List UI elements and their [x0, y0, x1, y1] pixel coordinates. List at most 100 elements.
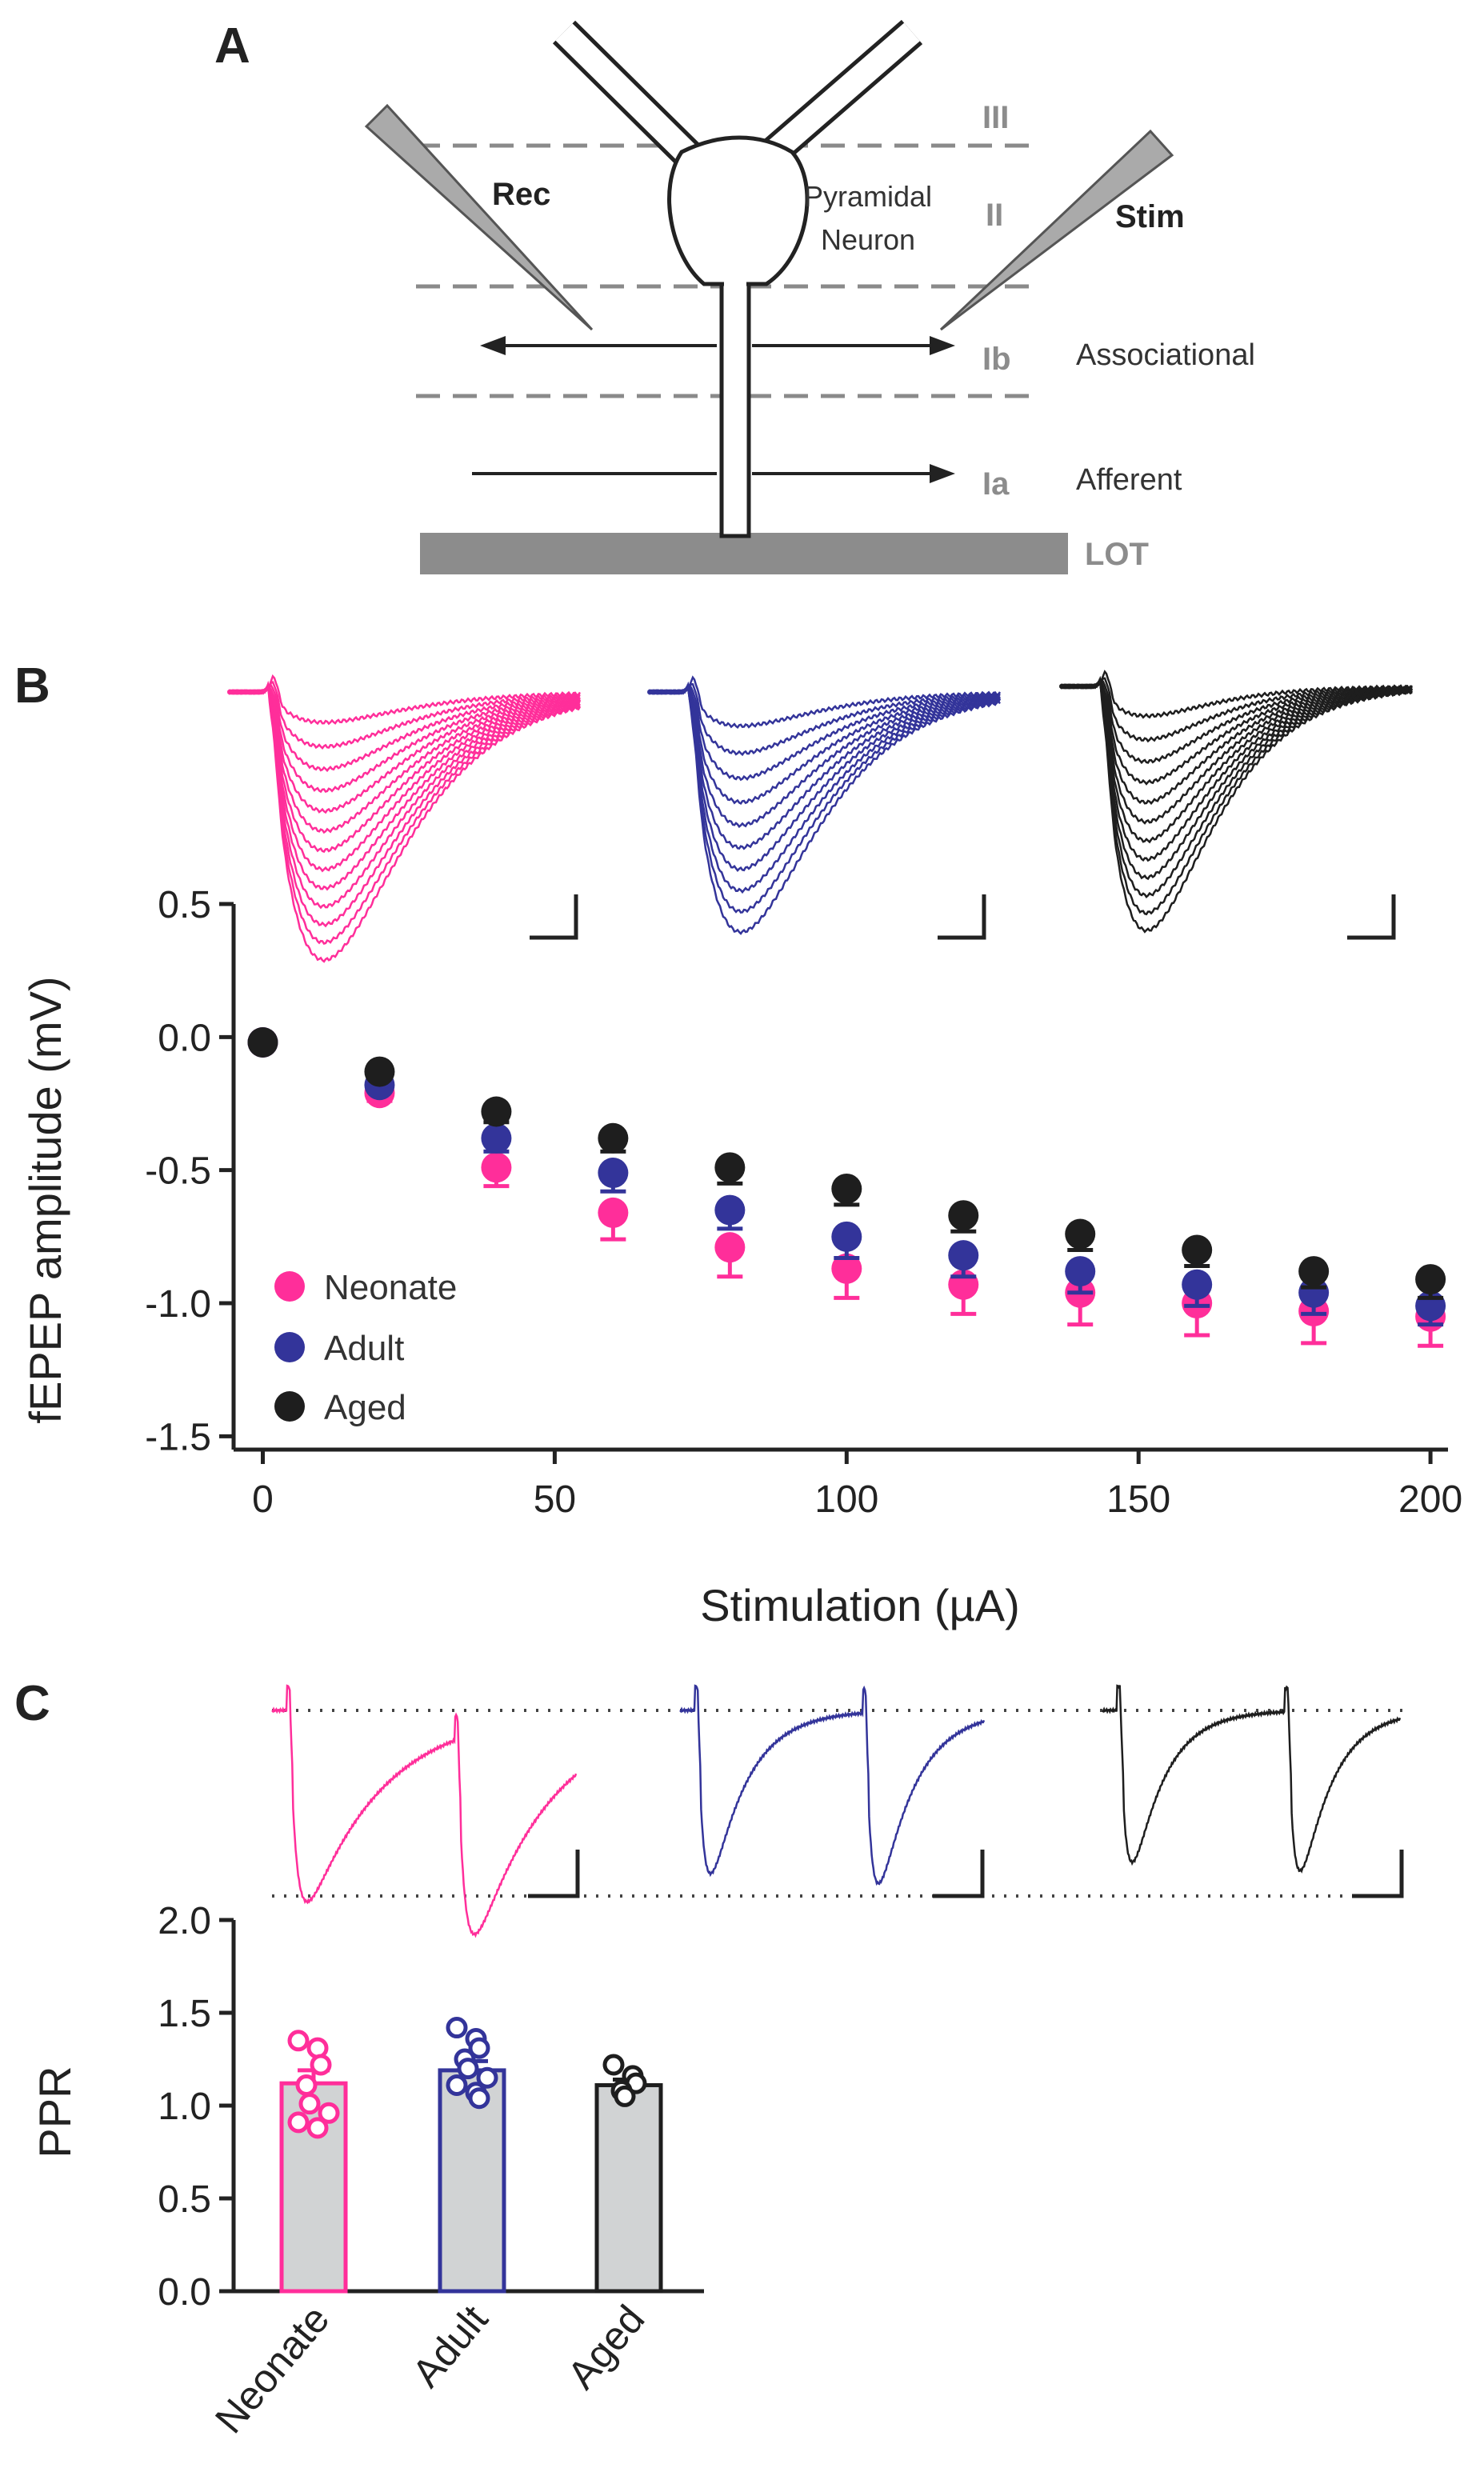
bar-y-tick-label: 0.0: [158, 2271, 211, 2314]
aged-data-point: [598, 1122, 629, 1154]
associational-label: Associational: [1076, 338, 1255, 372]
adult-fepsp-trace: [647, 684, 1001, 935]
adult-data-point: [948, 1240, 979, 1271]
layer-label-ib: Ib: [982, 342, 1011, 377]
aged-data-point: [1065, 1218, 1096, 1250]
afferent-arrows: [472, 464, 955, 483]
neonate-individual-point: [318, 2102, 340, 2124]
neonate-fepsp-trace: [226, 680, 581, 750]
adult-paired-pulse-trace: [679, 1684, 986, 1886]
adult-fepsp-trace: [648, 681, 1002, 873]
adult-data-point: [714, 1194, 746, 1226]
associational-arrows: [480, 336, 955, 355]
neonate-individual-point: [298, 2093, 321, 2115]
afferent-label: Afferent: [1076, 463, 1182, 497]
neonate-individual-point: [306, 2117, 329, 2139]
neonate-individual-point: [287, 2030, 310, 2052]
aged-data-point: [714, 1152, 746, 1183]
bar-y-tick-label: 1.0: [158, 2086, 211, 2128]
aged-data-point: [481, 1096, 512, 1127]
adult-data-point: [598, 1158, 629, 1189]
neuron-axon: [719, 276, 751, 538]
aged-data-point: [831, 1173, 862, 1204]
bar-y-tick-label: 0.5: [158, 2178, 211, 2221]
aged-individual-point: [614, 2085, 636, 2107]
lot-label: LOT: [1085, 537, 1149, 572]
adult-data-point: [1182, 1269, 1213, 1300]
neonate-data-point: [481, 1152, 512, 1183]
panel-a-label: A: [214, 18, 250, 74]
legend-neonate-marker: [274, 1271, 305, 1302]
scatter-y-tick-label: 0.5: [158, 884, 211, 926]
adult-individual-point: [468, 2087, 490, 2110]
scatter-x-tick-label: 100: [814, 1478, 878, 1521]
scatter-legend: Neonate Adult Aged: [274, 1268, 457, 1427]
legend-aged-marker: [274, 1391, 305, 1422]
scatter-y-label: fEPEP amplitude (mV): [20, 976, 70, 1423]
neuron-label-line1: Pyramidal: [804, 180, 932, 213]
neonate-fepsp-trace: [228, 681, 582, 854]
panel-b-label: B: [14, 658, 50, 714]
panel-c: C 2.0 1.5 1.0 0.5 0.0 Neonate Adult Aged PPR: [14, 1676, 1408, 2442]
aged-fepsp-trace: [1059, 670, 1414, 719]
panel-a: A: [214, 18, 1255, 574]
adult-data-point: [1298, 1277, 1330, 1308]
neuron-label-line2: Neuron: [821, 223, 915, 256]
neonate-data-point: [831, 1253, 862, 1284]
legend-adult-marker: [274, 1332, 305, 1362]
scatter-x-tick-label: 50: [534, 1478, 576, 1521]
neuron-dendrites: [552, 19, 923, 171]
neuron-soma: [667, 135, 810, 286]
layer-label-ii: II: [986, 198, 1003, 233]
legend-aged-label: Aged: [324, 1388, 406, 1427]
aged-data-point: [364, 1056, 395, 1087]
lot-bar: [420, 533, 1068, 574]
aged-data-point: [1298, 1256, 1330, 1287]
neonate-data-point: [598, 1197, 629, 1228]
bar-y-tick-label: 1.5: [158, 1993, 211, 2035]
scale-bar-neonate-c: [528, 1850, 580, 1898]
layer-label-ia: Ia: [982, 466, 1010, 502]
panel-c-traces: [271, 1684, 1402, 1938]
scale-bar-aged-c: [1352, 1850, 1404, 1898]
adult-fepsp-trace: [647, 675, 1002, 729]
neonate-fepsp-trace: [227, 684, 582, 963]
adult-bar: [438, 2068, 506, 2294]
scale-bar-aged-b: [1347, 894, 1396, 940]
adult-data-point: [831, 1221, 862, 1252]
bar-category-label-neonate: Neonate: [206, 2297, 338, 2442]
stim-label: Stim: [1115, 199, 1185, 234]
neonate-fepsp-trace: [227, 684, 581, 910]
neonate-data-point: [714, 1232, 746, 1263]
adult-fepsp-trace: [647, 684, 1001, 894]
neonate-fepsp-trace: [227, 686, 582, 794]
scale-bar-adult-b: [938, 894, 986, 940]
neonate-fepsp-trace: [227, 674, 582, 726]
bar-category-label-aged: Aged: [558, 2297, 653, 2397]
scatter-axes: 0.5 0.0 -0.5 -1.0 -1.5 0 50 100 150 200: [145, 884, 1462, 1521]
panel-b: B 0.5 0.0 -0.5 -1.0 -1.5 0 50 100 150 200 Stimula…: [14, 658, 1462, 1630]
neonate-fepsp-trace: [227, 680, 581, 834]
neonate-individual-point: [310, 2054, 332, 2076]
adult-individual-point: [476, 2066, 498, 2089]
aged-fepsp-trace: [1059, 680, 1413, 765]
aged-data-point: [1182, 1234, 1213, 1266]
bar-category-label-adult: Adult: [403, 2297, 496, 2395]
aged-fepsp-trace: [1058, 680, 1413, 881]
adult-individual-point: [446, 2074, 468, 2096]
rec-electrode: [364, 103, 594, 331]
aged-data-point: [1415, 1264, 1446, 1295]
neonate-fepsp-trace: [227, 684, 581, 773]
scatter-y-tick-label: -1.5: [145, 1416, 211, 1458]
neonate-fepsp-trace: [226, 684, 581, 945]
adult-individual-point: [446, 2017, 468, 2039]
aged-bar: [594, 2082, 663, 2294]
scale-bar-adult-c: [933, 1850, 985, 1898]
aged-individual-point: [602, 2054, 625, 2076]
adult-data-point: [481, 1122, 512, 1154]
adult-individual-point: [468, 2037, 490, 2059]
aged-fepsp-trace: [1059, 678, 1413, 862]
aged-data-point: [948, 1200, 979, 1231]
neonate-fepsp-trace: [227, 684, 581, 873]
adult-fepsp-trace: [646, 682, 1001, 757]
